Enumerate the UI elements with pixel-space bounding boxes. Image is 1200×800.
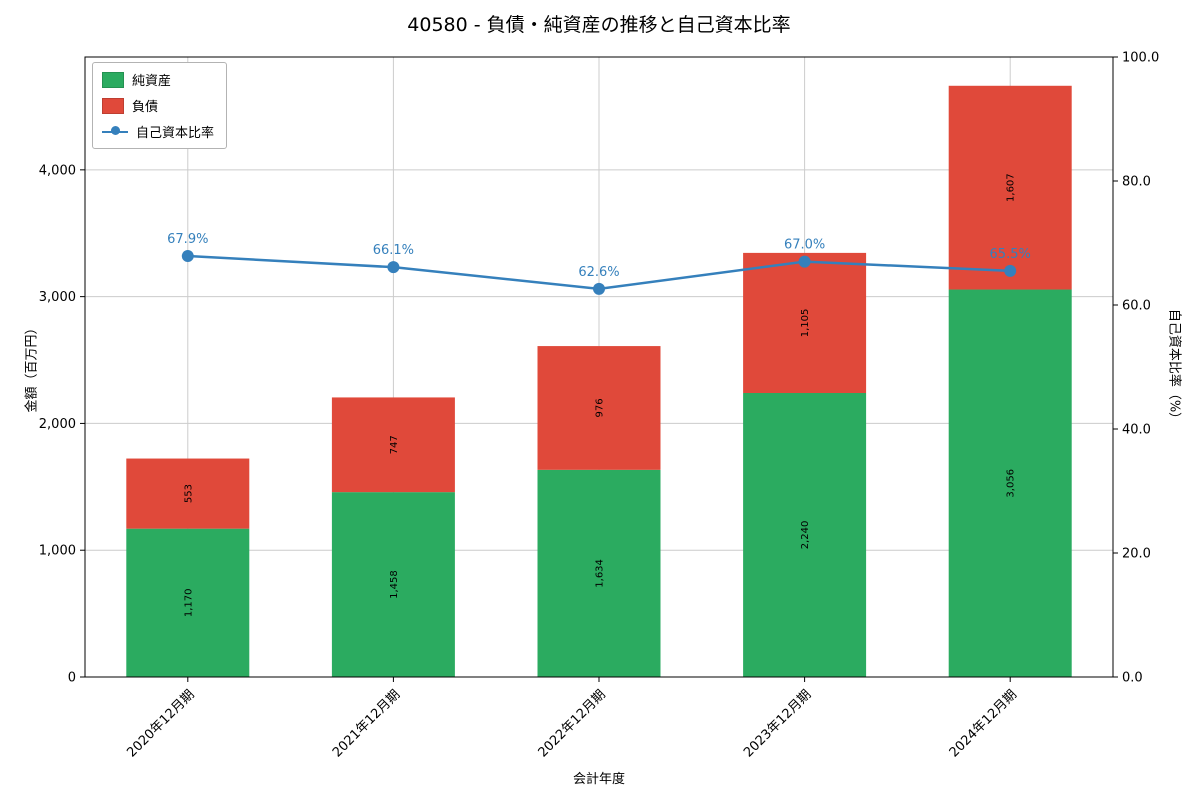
liabilities-swatch-icon <box>102 97 124 114</box>
liabilities-bar-value: 553 <box>183 484 194 503</box>
equity-ratio-value-label: 66.1% <box>373 243 414 258</box>
net-assets-bar <box>743 392 867 677</box>
net-assets-bar <box>948 289 1072 677</box>
liabilities-bar-value: 1,607 <box>1006 173 1017 202</box>
left-tick-label: 0 <box>68 671 76 686</box>
x-tick-label: 2022年12月期 <box>536 687 609 760</box>
x-tick-label: 2024年12月期 <box>947 687 1020 760</box>
left-tick-label: 1,000 <box>39 544 76 559</box>
liabilities-bar <box>126 458 250 529</box>
left-axis-title: 金額（百万円） <box>24 321 40 413</box>
x-tick-label: 2020年12月期 <box>124 687 197 760</box>
liabilities-bar <box>948 85 1072 290</box>
net-assets-swatch-icon <box>102 71 124 88</box>
right-tick-label: 80.0 <box>1122 175 1151 190</box>
net-assets-bar-value: 2,240 <box>800 521 811 550</box>
x-tick-label: 2021年12月期 <box>330 687 403 760</box>
equity-ratio-value-label: 65.5% <box>990 247 1031 262</box>
left-tick-label: 3,000 <box>39 290 76 305</box>
net-assets-bar <box>331 492 455 677</box>
left-tick-label: 2,000 <box>39 417 76 432</box>
legend-item-equity-ratio: 自己資本比率 <box>102 122 214 141</box>
net-assets-bar <box>537 469 661 677</box>
legend-label-equity-ratio: 自己資本比率 <box>136 126 215 141</box>
liabilities-bar-value: 1,105 <box>800 309 811 338</box>
equity-ratio-marker <box>593 282 605 295</box>
legend-label-liabilities: 負債 <box>132 100 159 115</box>
legend-label-net-assets: 純資産 <box>132 74 172 89</box>
liabilities-bar-value: 976 <box>595 398 606 417</box>
left-tick-label: 4,000 <box>39 163 76 178</box>
x-tick-label: 2023年12月期 <box>741 687 814 760</box>
right-axis-title: 自己資本比率（%） <box>1166 308 1182 426</box>
right-tick-label: 40.0 <box>1122 423 1151 438</box>
liabilities-bar-value: 747 <box>389 435 400 454</box>
net-assets-bar-value: 1,170 <box>183 589 194 618</box>
right-tick-label: 100.0 <box>1122 51 1159 66</box>
equity-ratio-marker <box>181 250 194 263</box>
legend-item-net-assets: 純資産 <box>102 70 214 89</box>
equity-ratio-value-label: 62.6% <box>578 265 619 280</box>
legend: 純資産 負債 自己資本比率 <box>92 62 228 149</box>
liabilities-bar <box>537 346 661 470</box>
x-axis-title: 会計年度 <box>572 772 625 787</box>
equity-ratio-marker <box>1004 264 1017 277</box>
legend-item-liabilities: 負債 <box>102 96 214 115</box>
right-tick-label: 20.0 <box>1122 547 1151 562</box>
right-tick-label: 0.0 <box>1122 671 1143 686</box>
net-assets-bar-value: 1,634 <box>595 559 606 588</box>
equity-ratio-value-label: 67.9% <box>167 232 208 247</box>
right-tick-label: 60.0 <box>1122 299 1151 314</box>
equity-ratio-marker <box>387 261 400 274</box>
liabilities-bar <box>331 397 455 493</box>
equity-ratio-marker <box>798 255 811 268</box>
net-assets-bar-value: 1,458 <box>389 570 400 599</box>
chart-title: 40580 - 負債・純資産の推移と自己資本比率 <box>407 14 791 36</box>
equity-ratio-line-swatch-icon <box>102 125 128 139</box>
net-assets-bar <box>126 528 250 677</box>
equity-ratio-value-label: 67.0% <box>784 238 825 253</box>
net-assets-bar-value: 3,056 <box>1006 469 1017 498</box>
liabilities-bar <box>743 252 867 393</box>
